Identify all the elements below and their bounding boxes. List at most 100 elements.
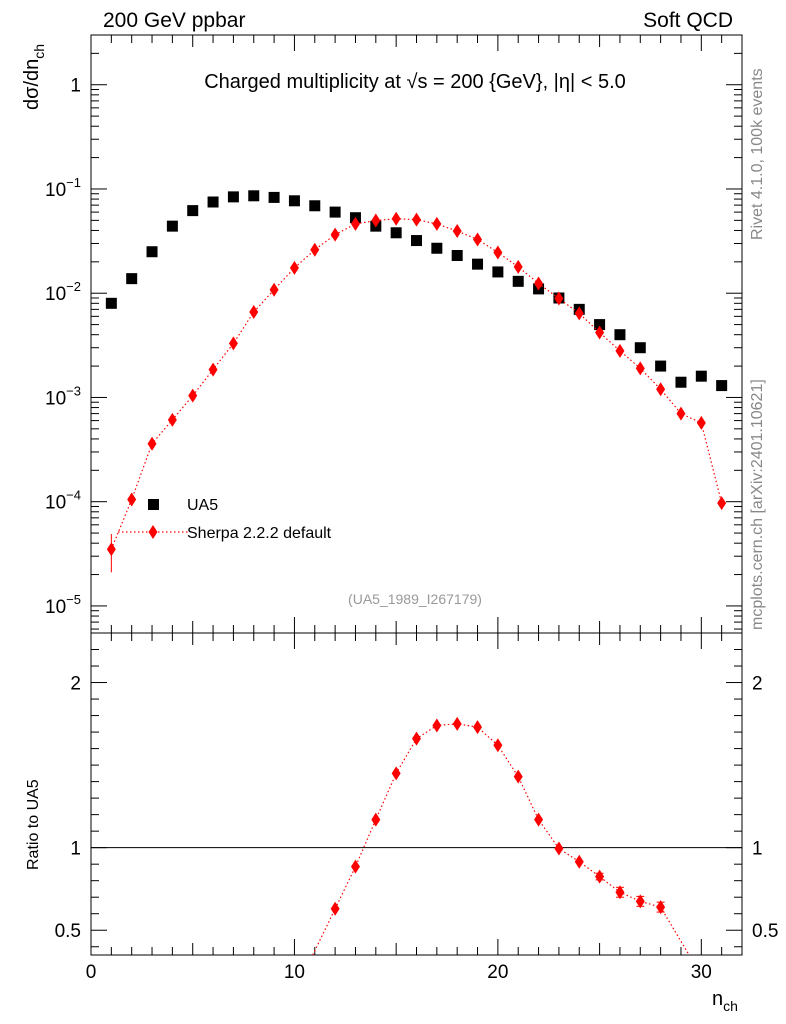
main-panel: 10−5 10−4 10−3 10−2 10−1 1 Charged multiplici…	[21, 34, 743, 634]
legend-marker-ua5	[148, 499, 159, 510]
sherpa-point	[676, 406, 686, 421]
main-y-tick-labels: 10−5 10−4 10−3 10−2 10−1 1	[45, 76, 81, 618]
sherpa-point	[493, 245, 503, 260]
ratio-point	[330, 901, 340, 916]
ratio-panel: 0.5 0.5 1 1 2 2 0 10 20 30 Ratio to UA5 nch	[25, 632, 779, 1014]
ratio-point	[473, 720, 483, 735]
ua5-point	[288, 195, 300, 207]
ua5-point	[146, 246, 158, 258]
sherpa-point	[615, 343, 625, 358]
legend: UA5 Sherpa 2.2.2 default	[118, 497, 332, 542]
ua5-point	[614, 329, 626, 341]
ratio-point	[635, 894, 645, 909]
legend-label-sherpa: Sherpa 2.2.2 default	[187, 525, 332, 542]
sherpa-point	[330, 227, 340, 242]
ratio-point	[615, 885, 625, 900]
sherpa-point	[249, 305, 259, 320]
sherpa-point	[412, 212, 421, 227]
ua5-point	[390, 227, 402, 239]
ratio-panel-ticks	[90, 633, 743, 955]
side-label-rivet: Rivet 4.1.0, 100k events	[749, 68, 766, 240]
ratio-y-tick-label-right: 2	[752, 674, 763, 695]
sherpa-point	[147, 436, 157, 451]
x-tick-label: 20	[487, 962, 508, 983]
ratio-line-segment	[312, 908, 336, 956]
ratio-point	[432, 718, 442, 733]
ua5-point	[411, 235, 422, 247]
sherpa-point	[473, 232, 483, 247]
ua5-point	[431, 242, 443, 254]
header-left-label: 200 GeV ppbar	[103, 9, 245, 32]
ua5-point	[268, 191, 280, 203]
main-y-tick-label: 10−2	[45, 279, 81, 305]
x-tick-label: 0	[86, 962, 97, 983]
sherpa-point	[595, 325, 605, 340]
ratio-point	[350, 859, 360, 874]
sherpa-point	[635, 361, 645, 376]
ua5-point	[512, 275, 524, 287]
ua5-point	[634, 342, 646, 354]
main-series-layer	[105, 190, 728, 573]
ua5-point	[126, 273, 138, 285]
ua5-point	[695, 370, 707, 382]
sherpa-point	[554, 291, 564, 306]
sherpa-point	[289, 260, 299, 275]
ua5-point	[594, 319, 606, 331]
ratio-y-axis-label: Ratio to UA5	[25, 779, 42, 870]
ratio-point	[595, 869, 605, 884]
ratio-y-tick-labels: 0.5 0.5 1 1 2 2	[55, 674, 779, 943]
x-tick-label: 30	[691, 962, 712, 983]
ratio-y-tick-label-right: 1	[752, 839, 763, 860]
x-tick-label: 10	[284, 962, 305, 983]
sherpa-point	[106, 542, 116, 557]
sherpa-point	[534, 276, 544, 291]
ratio-y-tick-label-left: 0.5	[55, 921, 81, 942]
ua5-point	[207, 196, 219, 208]
ratio-panel-frame	[90, 632, 743, 956]
sherpa-point	[574, 306, 584, 321]
sherpa-point	[167, 412, 177, 427]
ratio-y-tick-label-right: 0.5	[752, 921, 778, 942]
ratio-point	[493, 738, 503, 753]
ratio-point	[412, 731, 421, 746]
sherpa-point	[228, 336, 238, 351]
ratio-point	[371, 812, 381, 827]
chart-title: Charged multiplicity at √s = 200 {GeV}, …	[204, 71, 626, 93]
main-panel-ticks	[90, 34, 743, 633]
sherpa-point	[310, 242, 320, 257]
sherpa-point	[127, 492, 137, 507]
ua5-point	[451, 250, 463, 262]
ua5-point	[166, 220, 178, 232]
ratio-line-segment	[660, 906, 690, 956]
ratio-point	[452, 716, 462, 731]
ua5-point	[492, 266, 504, 278]
ratio-point	[534, 812, 544, 827]
ratio-point	[513, 769, 523, 784]
sherpa-point	[208, 362, 218, 377]
main-y-tick-label: 10−5	[45, 592, 81, 618]
ua5-point	[329, 206, 341, 218]
sherpa-point	[656, 382, 666, 397]
ua5-point	[248, 190, 260, 202]
analysis-label: (UA5_1989_I267179)	[348, 591, 482, 607]
legend-label-ua5: UA5	[187, 497, 218, 514]
sherpa-point	[432, 216, 442, 231]
main-y-tick-label: 10−3	[45, 383, 81, 409]
ratio-point	[574, 854, 584, 869]
sherpa-point	[696, 415, 706, 430]
sherpa-point	[717, 496, 727, 511]
sherpa-point	[188, 388, 198, 403]
main-y-tick-label: 10−1	[45, 175, 81, 201]
sherpa-point	[391, 211, 401, 226]
ratio-x-tick-labels: 0 10 20 30	[86, 962, 712, 983]
ua5-point	[472, 258, 484, 270]
header-right-label: Soft QCD	[643, 9, 733, 32]
sherpa-point	[452, 224, 462, 239]
ua5-point	[655, 360, 667, 372]
main-y-tick-label: 10−4	[45, 488, 81, 514]
ua5-point	[227, 191, 239, 203]
legend-marker-sherpa	[148, 525, 158, 539]
ratio-y-tick-label-left: 2	[70, 674, 81, 695]
x-axis-label: nch	[712, 988, 738, 1014]
ua5-point	[105, 297, 117, 309]
